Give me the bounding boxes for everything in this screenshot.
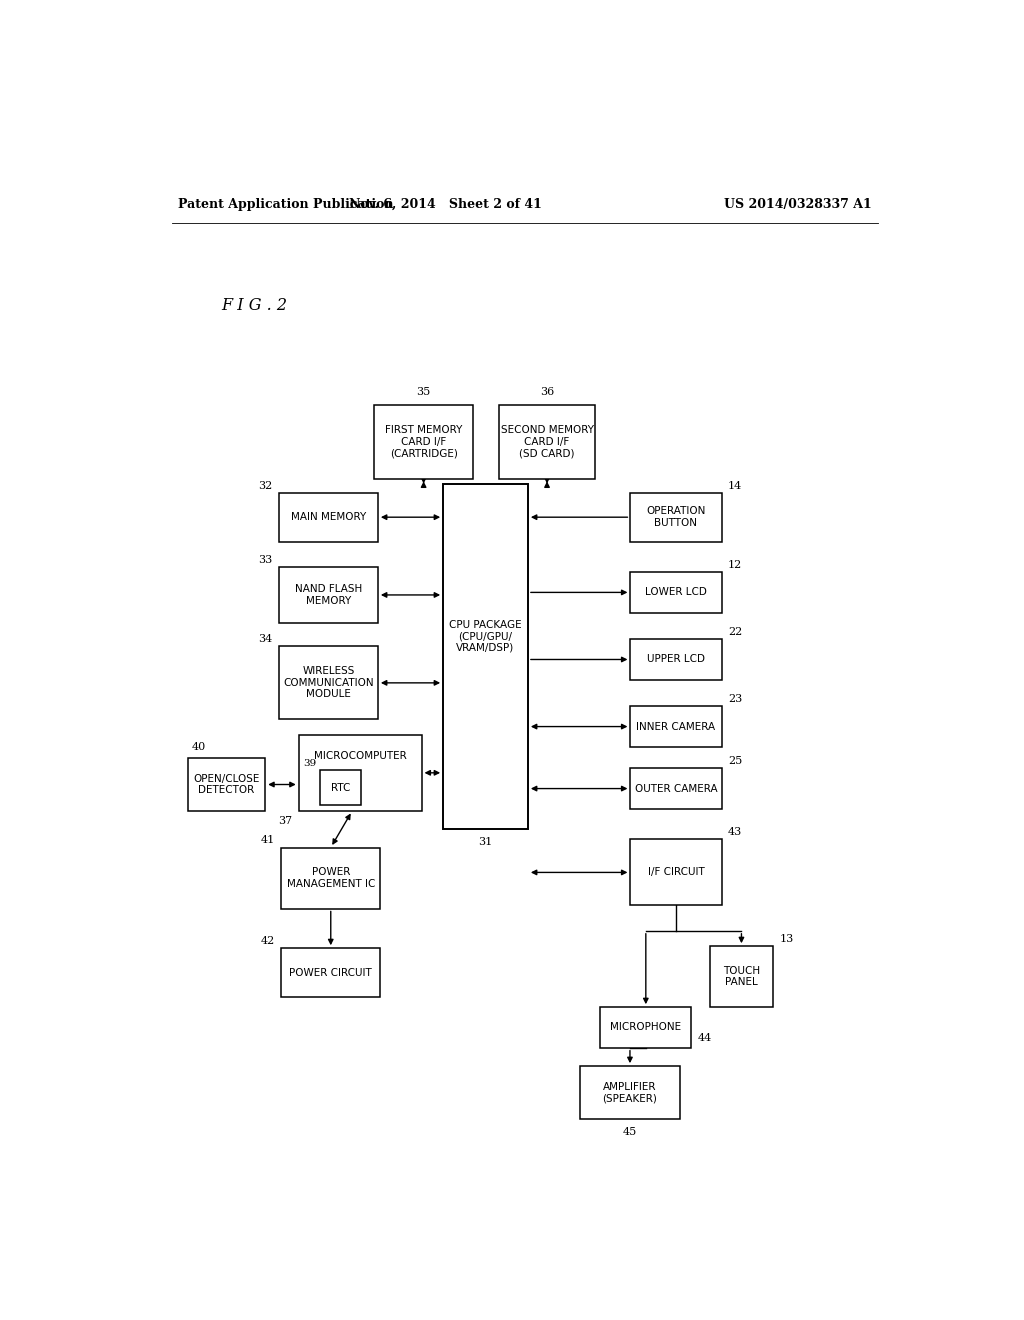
Text: OPEN/CLOSE
DETECTOR: OPEN/CLOSE DETECTOR: [194, 774, 260, 796]
Text: MICROCOMPUTER: MICROCOMPUTER: [313, 751, 407, 762]
Text: POWER CIRCUIT: POWER CIRCUIT: [290, 968, 372, 978]
Text: Patent Application Publication: Patent Application Publication: [178, 198, 393, 211]
Text: F I G . 2: F I G . 2: [221, 297, 288, 314]
Text: 34: 34: [258, 634, 272, 644]
Text: MAIN MEMORY: MAIN MEMORY: [291, 512, 366, 523]
Text: 22: 22: [728, 627, 742, 638]
Text: SECOND MEMORY
CARD I/F
(SD CARD): SECOND MEMORY CARD I/F (SD CARD): [501, 425, 594, 458]
Text: FIRST MEMORY
CARD I/F
(CARTRIDGE): FIRST MEMORY CARD I/F (CARTRIDGE): [385, 425, 462, 458]
Text: OUTER CAMERA: OUTER CAMERA: [635, 784, 717, 793]
Text: INNER CAMERA: INNER CAMERA: [637, 722, 716, 731]
Bar: [631, 639, 722, 680]
Bar: [600, 1007, 691, 1048]
Text: US 2014/0328337 A1: US 2014/0328337 A1: [724, 198, 871, 211]
Text: TOUCH
PANEL: TOUCH PANEL: [723, 966, 760, 987]
Text: 31: 31: [478, 837, 493, 847]
Text: RTC: RTC: [331, 783, 350, 792]
Text: 37: 37: [279, 816, 292, 826]
Text: 42: 42: [260, 936, 274, 946]
Bar: [279, 568, 378, 623]
Bar: [187, 758, 265, 810]
Bar: [631, 706, 722, 747]
Text: 12: 12: [728, 560, 742, 570]
Bar: [631, 572, 722, 612]
Bar: [443, 483, 528, 829]
Text: 13: 13: [779, 935, 794, 944]
Text: OPERATION
BUTTON: OPERATION BUTTON: [646, 507, 706, 528]
Text: 41: 41: [260, 836, 274, 846]
Text: POWER
MANAGEMENT IC: POWER MANAGEMENT IC: [287, 867, 375, 888]
Text: 33: 33: [258, 554, 272, 565]
Bar: [279, 492, 378, 541]
Text: 44: 44: [697, 1032, 712, 1043]
Bar: [321, 771, 361, 805]
Text: NAND FLASH
MEMORY: NAND FLASH MEMORY: [295, 585, 362, 606]
Bar: [299, 735, 422, 810]
Text: 39: 39: [303, 759, 316, 768]
Text: Nov. 6, 2014   Sheet 2 of 41: Nov. 6, 2014 Sheet 2 of 41: [349, 198, 542, 211]
Text: 36: 36: [540, 387, 554, 397]
Bar: [631, 768, 722, 809]
Text: 14: 14: [728, 480, 742, 491]
Bar: [581, 1067, 680, 1119]
Bar: [374, 405, 473, 479]
Bar: [282, 948, 380, 997]
Bar: [279, 647, 378, 719]
Text: 43: 43: [728, 828, 742, 837]
Bar: [500, 405, 595, 479]
Bar: [710, 946, 773, 1007]
Text: 23: 23: [728, 694, 742, 704]
Text: 40: 40: [191, 742, 206, 752]
Text: 32: 32: [258, 480, 272, 491]
Text: 45: 45: [623, 1127, 637, 1137]
Text: I/F CIRCUIT: I/F CIRCUIT: [647, 867, 705, 878]
Text: UPPER LCD: UPPER LCD: [647, 655, 705, 664]
Text: 35: 35: [417, 387, 431, 397]
Text: LOWER LCD: LOWER LCD: [645, 587, 707, 598]
Bar: [631, 492, 722, 541]
Bar: [282, 847, 380, 908]
Text: WIRELESS
COMMUNICATION
MODULE: WIRELESS COMMUNICATION MODULE: [283, 667, 374, 700]
Bar: [631, 840, 722, 906]
Text: AMPLIFIER
(SPEAKER): AMPLIFIER (SPEAKER): [602, 1081, 657, 1104]
Text: 25: 25: [728, 756, 742, 766]
Text: MICROPHONE: MICROPHONE: [610, 1023, 681, 1032]
Text: CPU PACKAGE
(CPU/GPU/
VRAM/DSP): CPU PACKAGE (CPU/GPU/ VRAM/DSP): [450, 619, 522, 652]
